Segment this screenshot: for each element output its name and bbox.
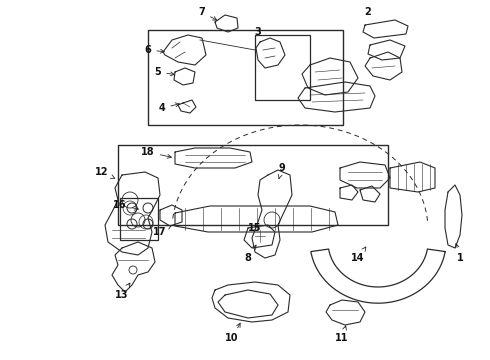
Text: 7: 7 [198,7,217,20]
Text: 1: 1 [455,244,464,263]
Text: 2: 2 [365,7,371,17]
Bar [148,30,343,125]
Text: 11: 11 [335,326,349,343]
Text: 16: 16 [113,200,138,210]
Text: 10: 10 [225,323,240,343]
Bar [118,145,388,225]
Text: 15: 15 [248,223,262,233]
Text: 12: 12 [95,167,115,178]
Text: 6: 6 [145,45,164,55]
Text: 4: 4 [159,103,179,113]
Text: 14: 14 [351,247,366,263]
Text: 13: 13 [115,283,130,300]
Text: 5: 5 [155,67,174,77]
Text: 18: 18 [141,147,171,158]
Text: 8: 8 [245,245,256,263]
Bar [120,198,158,240]
Text: 3: 3 [255,27,261,37]
Text: 9: 9 [278,163,285,179]
Bar [255,35,310,100]
Text: 17: 17 [153,225,172,237]
